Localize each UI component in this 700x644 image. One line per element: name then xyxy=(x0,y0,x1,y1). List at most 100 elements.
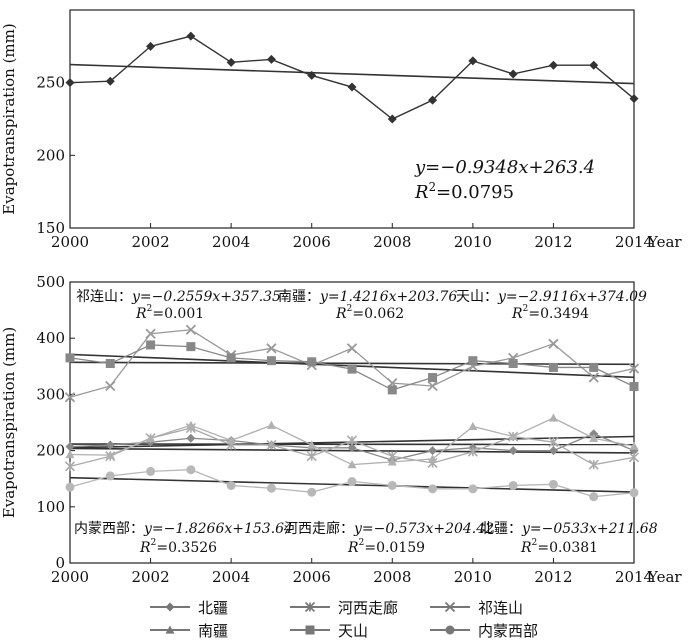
legend-marker xyxy=(305,625,315,635)
data-point xyxy=(588,372,599,383)
legend-label: 内蒙西部 xyxy=(478,622,538,640)
data-point xyxy=(65,482,75,492)
data-point xyxy=(105,76,115,86)
y-tick-label: 500 xyxy=(36,273,65,291)
data-point xyxy=(347,460,357,469)
data-point xyxy=(387,114,397,124)
data-point xyxy=(628,452,640,463)
r-squared: R2=0.3494 xyxy=(511,304,589,322)
trend-equation: 北疆：y=−0533x+211.68 xyxy=(480,521,658,537)
legend-item: 天山 xyxy=(290,622,368,640)
data-point xyxy=(226,480,236,490)
legend-marker xyxy=(165,625,175,634)
data-point xyxy=(468,56,478,66)
x-tick-label: 2010 xyxy=(454,568,492,586)
data-point xyxy=(629,441,639,450)
data-point xyxy=(266,54,276,64)
data-point xyxy=(548,338,559,349)
data-point xyxy=(629,488,639,498)
legend-item: 祁连山 xyxy=(430,599,523,617)
x-tick-label: 2006 xyxy=(293,233,331,251)
data-point xyxy=(186,420,196,429)
data-point xyxy=(387,385,397,395)
x-tick-label: 2014 xyxy=(615,233,653,251)
data-point xyxy=(346,343,358,354)
data-point xyxy=(146,433,156,442)
r-squared-value: =0.0381 xyxy=(537,540,598,556)
x-tick-label: 2006 xyxy=(293,568,331,586)
data-point xyxy=(347,82,357,92)
data-point xyxy=(548,446,558,456)
trend-equation: 南疆：y=1.4216x+203.76 xyxy=(278,289,457,305)
data-point xyxy=(306,451,317,462)
data-point xyxy=(589,433,599,442)
r-squared-superscript: 2 xyxy=(359,538,365,548)
r-squared-value: =0.0159 xyxy=(364,540,425,556)
equation-region-label: 内蒙西部： xyxy=(74,521,144,537)
equation-formula: y=−0533x+211.68 xyxy=(521,521,658,537)
r-squared-value: =0.3494 xyxy=(528,306,589,322)
trend-equation: 内蒙西部：y=−1.8266x+153.64 xyxy=(74,521,293,537)
equation-formula: y=−2.9116x+374.09 xyxy=(497,289,647,305)
data-point xyxy=(226,57,236,67)
x-tick-label: 2000 xyxy=(51,568,89,586)
r-squared-symbol: R xyxy=(520,540,532,556)
data-point xyxy=(186,342,196,352)
equation-formula: y=−1.8266x+153.64 xyxy=(143,521,293,537)
legend-marker xyxy=(444,601,456,613)
data-point xyxy=(347,364,357,374)
legend-label: 祁连山 xyxy=(478,599,523,617)
trend-equation: 祁连山：y=−0.2559x+357.35 xyxy=(76,289,281,305)
equation-region-label: 北疆： xyxy=(480,521,522,537)
data-point xyxy=(307,70,317,80)
legend-item: 河西走廊 xyxy=(290,599,398,617)
r-squared-superscript: 2 xyxy=(523,304,529,314)
data-point xyxy=(146,41,156,51)
data-point xyxy=(428,484,438,494)
data-point xyxy=(347,443,357,453)
data-point xyxy=(508,446,518,456)
x-tick-label: 2002 xyxy=(131,568,169,586)
equation-formula: y=1.4216x+203.76 xyxy=(319,289,457,305)
equation-formula: y=−0.573x+204.42 xyxy=(353,521,494,537)
equation-region-label: 南疆： xyxy=(278,289,320,305)
r-squared: R2=0.0159 xyxy=(347,538,425,556)
y-tick-label: 100 xyxy=(36,498,65,516)
x-tick-label: 2012 xyxy=(534,568,572,586)
data-point xyxy=(589,362,599,372)
legend-marker xyxy=(304,601,316,613)
x-tick-label: 2000 xyxy=(51,233,89,251)
trend-equation: 天山：y=−2.9116x+374.09 xyxy=(456,289,647,305)
data-point xyxy=(266,343,277,354)
r-squared-symbol: R xyxy=(347,540,359,556)
data-point xyxy=(387,457,397,466)
data-point xyxy=(226,353,236,363)
data-point xyxy=(548,362,558,372)
data-point xyxy=(589,60,599,70)
data-point xyxy=(266,420,276,429)
legend-label: 河西走廊 xyxy=(338,599,398,617)
data-point xyxy=(428,373,438,383)
data-point xyxy=(64,392,76,403)
series-triangle xyxy=(65,413,639,469)
trend-line xyxy=(69,63,635,85)
chart-panel-top: 2000 2002 2004 2006 2008 2010 2012 2014 150 200 25… xyxy=(0,9,682,251)
data-point xyxy=(347,477,357,487)
data-point xyxy=(629,94,639,104)
data-point xyxy=(65,442,75,452)
data-point xyxy=(548,413,558,422)
chart-panel-bottom: 2000 2002 2004 2006 2008 2010 2012 2014 0 100 200 3… xyxy=(0,273,682,586)
data-point xyxy=(468,484,478,494)
data-point xyxy=(65,450,75,459)
y-tick-label: 400 xyxy=(36,329,65,347)
r-squared-value: =0.001 xyxy=(152,306,204,322)
data-point xyxy=(105,440,115,450)
plot-frame xyxy=(69,281,635,564)
x-tick-label: 2012 xyxy=(534,233,572,251)
r-squared: R2=0.0381 xyxy=(520,538,598,556)
x-tick-label: 2008 xyxy=(373,568,411,586)
data-point xyxy=(226,435,236,445)
data-point xyxy=(589,492,599,502)
r-squared-value: =0.3526 xyxy=(156,540,217,556)
